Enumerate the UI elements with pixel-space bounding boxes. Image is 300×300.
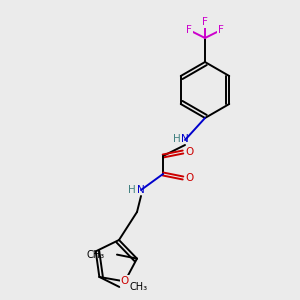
- Text: O: O: [121, 276, 129, 286]
- Text: CH₃: CH₃: [129, 282, 148, 292]
- Text: F: F: [218, 25, 224, 35]
- Text: H: H: [173, 134, 181, 144]
- Text: O: O: [186, 147, 194, 157]
- Text: F: F: [202, 17, 208, 27]
- Text: O: O: [186, 173, 194, 183]
- Text: F: F: [186, 25, 192, 35]
- Text: N: N: [137, 185, 145, 195]
- Text: H: H: [128, 185, 136, 195]
- Text: CH₃: CH₃: [87, 250, 105, 260]
- Text: N: N: [181, 134, 189, 144]
